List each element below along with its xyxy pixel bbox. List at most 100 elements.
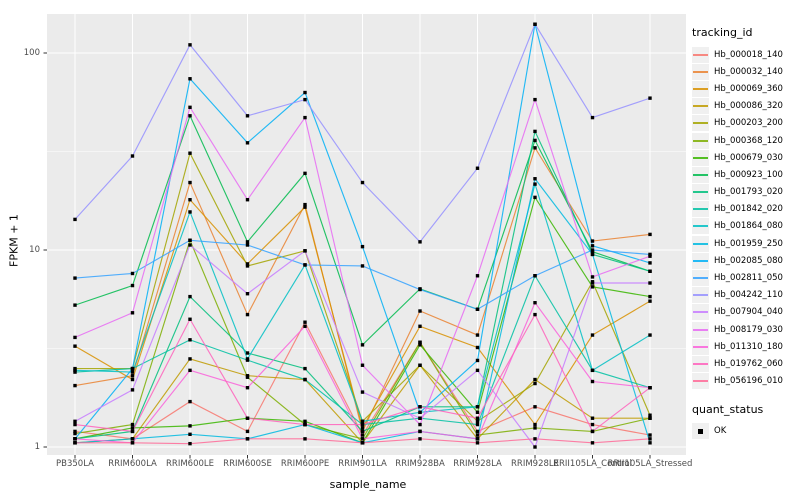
- data-point[interactable]: [418, 343, 422, 347]
- data-point[interactable]: [533, 182, 537, 186]
- data-point[interactable]: [648, 252, 652, 257]
- data-point[interactable]: [475, 416, 480, 420]
- data-point[interactable]: [475, 410, 480, 415]
- data-point[interactable]: [303, 366, 307, 371]
- data-point[interactable]: [73, 383, 77, 388]
- data-point[interactable]: [533, 97, 537, 102]
- legend-item-Hb_000032_140[interactable]: Hb_000032_140: [692, 63, 798, 80]
- data-point[interactable]: [360, 419, 365, 424]
- data-point[interactable]: [130, 283, 135, 288]
- data-point[interactable]: [73, 217, 77, 222]
- data-point[interactable]: [130, 374, 135, 378]
- legend-item-Hb_000086_320[interactable]: Hb_000086_320: [692, 98, 798, 115]
- data-point[interactable]: [533, 195, 537, 200]
- data-point[interactable]: [130, 388, 135, 392]
- data-point[interactable]: [648, 441, 652, 445]
- data-point[interactable]: [360, 244, 365, 249]
- data-point[interactable]: [188, 114, 192, 118]
- data-point[interactable]: [360, 180, 365, 185]
- data-point[interactable]: [303, 90, 307, 95]
- data-point[interactable]: [475, 441, 480, 445]
- data-point[interactable]: [475, 433, 480, 437]
- data-point[interactable]: [130, 311, 135, 315]
- data-point[interactable]: [590, 275, 595, 279]
- data-point[interactable]: [648, 232, 652, 237]
- data-point[interactable]: [188, 77, 192, 81]
- data-point[interactable]: [188, 357, 192, 361]
- legend-item-Hb_056196_010[interactable]: Hb_056196_010: [692, 373, 798, 390]
- data-point[interactable]: [590, 429, 595, 434]
- data-point[interactable]: [360, 426, 365, 430]
- data-point[interactable]: [245, 385, 250, 390]
- data-point[interactable]: [475, 419, 480, 424]
- data-point[interactable]: [188, 43, 192, 47]
- data-point[interactable]: [360, 363, 365, 367]
- data-point[interactable]: [73, 437, 77, 441]
- data-point[interactable]: [533, 381, 537, 386]
- data-point[interactable]: [418, 405, 422, 409]
- data-point[interactable]: [533, 146, 537, 150]
- data-point[interactable]: [590, 248, 595, 252]
- data-point[interactable]: [245, 243, 250, 247]
- data-point[interactable]: [188, 198, 192, 202]
- data-point[interactable]: [590, 239, 595, 243]
- data-point[interactable]: [130, 422, 135, 427]
- data-point[interactable]: [73, 422, 77, 427]
- data-point[interactable]: [475, 274, 480, 278]
- data-point[interactable]: [533, 22, 537, 26]
- data-point[interactable]: [188, 441, 192, 446]
- legend-item-Hb_019762_060[interactable]: Hb_019762_060: [692, 355, 798, 372]
- data-point[interactable]: [590, 379, 595, 384]
- data-point[interactable]: [188, 432, 192, 437]
- data-point[interactable]: [303, 419, 307, 424]
- data-point[interactable]: [360, 429, 365, 434]
- data-point[interactable]: [360, 433, 365, 437]
- data-point[interactable]: [188, 105, 192, 110]
- data-point[interactable]: [245, 416, 250, 420]
- data-point[interactable]: [360, 390, 365, 394]
- data-point[interactable]: [648, 261, 652, 265]
- legend-item-Hb_007904_040[interactable]: Hb_007904_040: [692, 304, 798, 321]
- data-point[interactable]: [590, 250, 595, 254]
- data-point[interactable]: [648, 433, 652, 437]
- data-point[interactable]: [648, 294, 652, 299]
- data-point[interactable]: [245, 141, 250, 145]
- data-point[interactable]: [533, 138, 537, 143]
- data-point[interactable]: [73, 431, 77, 436]
- data-point[interactable]: [73, 368, 77, 373]
- data-point[interactable]: [188, 243, 192, 247]
- data-point[interactable]: [245, 114, 250, 118]
- data-point[interactable]: [533, 129, 537, 134]
- legend-item-Hb_004242_110[interactable]: Hb_004242_110: [692, 287, 798, 304]
- data-point[interactable]: [418, 240, 422, 244]
- data-point[interactable]: [475, 405, 480, 409]
- data-point[interactable]: [73, 370, 77, 374]
- data-point[interactable]: [245, 264, 250, 268]
- data-point[interactable]: [475, 368, 480, 373]
- data-point[interactable]: [245, 351, 250, 355]
- data-point[interactable]: [303, 263, 307, 267]
- data-point[interactable]: [418, 309, 422, 313]
- data-point[interactable]: [418, 410, 422, 415]
- legend-item-Hb_000679_030[interactable]: Hb_000679_030: [692, 149, 798, 166]
- data-point[interactable]: [73, 303, 77, 307]
- data-point[interactable]: [73, 419, 77, 424]
- legend-item-Hb_000069_360[interactable]: Hb_000069_360: [692, 80, 798, 97]
- data-point[interactable]: [475, 307, 480, 312]
- data-point[interactable]: [360, 343, 365, 347]
- data-point[interactable]: [303, 97, 307, 102]
- data-point[interactable]: [245, 357, 250, 361]
- data-point[interactable]: [73, 335, 77, 340]
- data-point[interactable]: [130, 370, 135, 374]
- data-point[interactable]: [303, 171, 307, 176]
- data-point[interactable]: [303, 249, 307, 253]
- data-point[interactable]: [533, 437, 537, 441]
- data-point[interactable]: [188, 294, 192, 299]
- data-point[interactable]: [475, 437, 480, 441]
- data-point[interactable]: [590, 252, 595, 257]
- data-point[interactable]: [245, 262, 250, 266]
- data-point[interactable]: [360, 422, 365, 427]
- data-point[interactable]: [303, 205, 307, 209]
- data-point[interactable]: [533, 177, 537, 181]
- legend-item-Hb_000923_100[interactable]: Hb_000923_100: [692, 166, 798, 183]
